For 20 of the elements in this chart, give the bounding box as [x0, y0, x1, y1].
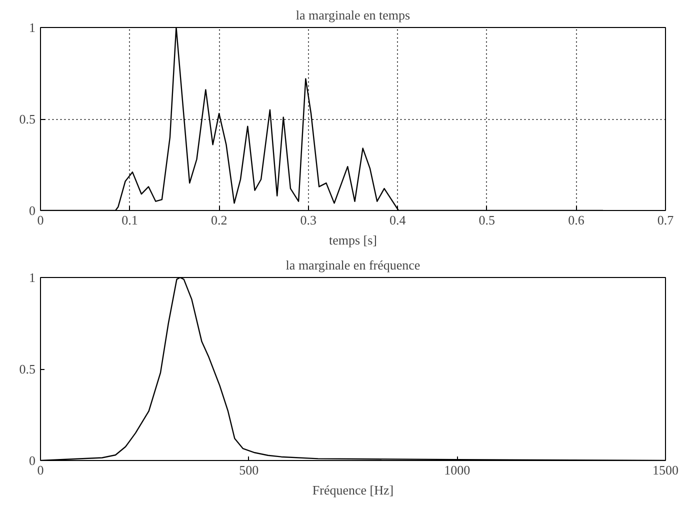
y-tick-label: 0.5 [19, 362, 36, 376]
x-tick-label: 0.3 [300, 212, 316, 228]
y-tick-label: 1 [29, 20, 36, 35]
chart-title: la marginale en fréquence [286, 258, 420, 272]
x-tick-label: 0.2 [210, 212, 228, 228]
x-tick-label: 0.6 [568, 212, 585, 228]
x-axis-title: Fréquence [Hz] [312, 482, 394, 498]
x-tick-label: 0.1 [122, 212, 138, 228]
x-tick-label: 0.5 [478, 212, 496, 228]
x-tick-label: 1500 [652, 462, 678, 478]
y-tick-label: 0 [29, 453, 36, 468]
x-axis-title: temps [s] [328, 232, 378, 248]
y-tick-label: 1 [29, 270, 36, 285]
x-tick-label: 0.7 [657, 212, 674, 228]
y-tick-label: 0 [29, 203, 36, 218]
x-tick-label: 500 [239, 462, 259, 478]
x-tick-label: 0.4 [390, 212, 406, 228]
y-tick-label: 0.5 [19, 112, 36, 126]
chart-title: la marginale en temps [296, 8, 410, 22]
x-tick-label: 1000 [444, 462, 470, 478]
